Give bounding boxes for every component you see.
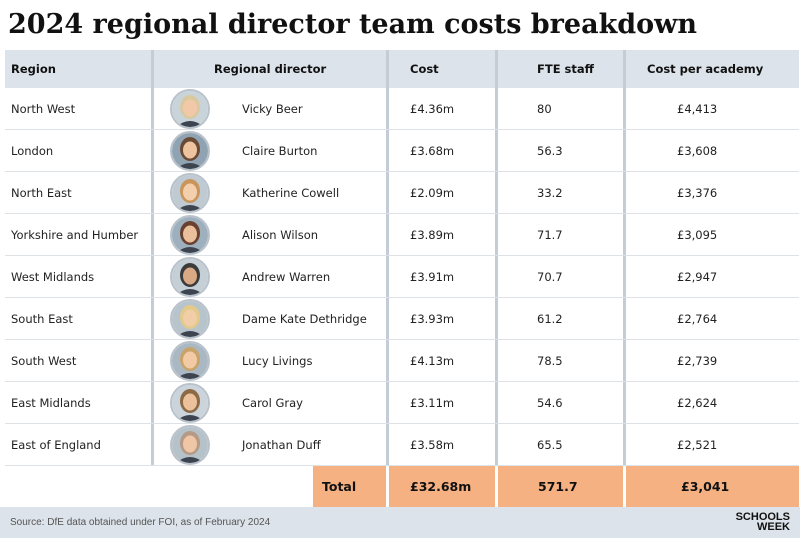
director-name-cell: Vicky Beer xyxy=(242,102,303,116)
fte-cell: 65.5 xyxy=(537,438,563,452)
cost-cell: £3.11m xyxy=(410,396,455,410)
header-cost-per-academy: Cost per academy xyxy=(647,62,764,76)
director-portrait-icon xyxy=(170,131,210,171)
region-cell: East Midlands xyxy=(11,396,91,410)
fte-cell: 70.7 xyxy=(537,270,563,284)
total-cost-per-academy: £3,041 xyxy=(681,479,730,494)
cost-cell: £2.09m xyxy=(410,186,455,200)
footer: Source: DfE data obtained under FOI, as … xyxy=(0,507,800,538)
fte-cell: 61.2 xyxy=(537,312,563,326)
cost-cell: £3.91m xyxy=(410,270,455,284)
cost-cell: £3.93m xyxy=(410,312,455,326)
table-row: London Claire Burton £3.68m 56.3 £3,608 xyxy=(5,130,799,172)
cost-per-academy-cell: £3,095 xyxy=(677,228,718,242)
table-row: South West Lucy Livings £4.13m 78.5 £2,739 xyxy=(5,340,799,382)
region-cell: London xyxy=(11,144,54,158)
director-portrait-icon xyxy=(170,257,210,297)
director-name-cell: Dame Kate Dethridge xyxy=(242,312,367,326)
director-portrait-icon xyxy=(170,383,210,423)
logo-line-1: SCHOOLS xyxy=(735,511,790,523)
table-header-row: Region Regional director Cost FTE staff … xyxy=(5,50,799,88)
cost-cell: £3.89m xyxy=(410,228,455,242)
director-name-cell: Katherine Cowell xyxy=(242,186,340,200)
logo-line-2: WEEK xyxy=(757,521,790,533)
director-portrait-icon xyxy=(170,215,210,255)
cost-cell: £3.58m xyxy=(410,438,455,452)
source-note: Source: DfE data obtained under FOI, as … xyxy=(10,517,271,528)
director-portrait-icon xyxy=(170,341,210,381)
cost-cell: £4.36m xyxy=(410,102,455,116)
cost-per-academy-cell: £2,624 xyxy=(677,396,718,410)
table-row: Yorkshire and Humber Alison Wilson £3.89m 7… xyxy=(5,214,799,256)
director-portrait-icon xyxy=(170,89,210,129)
region-cell: North East xyxy=(11,186,72,200)
region-cell: South West xyxy=(11,354,77,368)
cost-per-academy-cell: £2,764 xyxy=(677,312,718,326)
column-divider xyxy=(151,50,154,466)
director-name-cell: Carol Gray xyxy=(242,396,303,410)
cost-per-academy-cell: £3,608 xyxy=(677,144,718,158)
cost-per-academy-cell: £2,947 xyxy=(677,270,718,284)
header-cost: Cost xyxy=(410,62,439,76)
column-divider xyxy=(623,466,626,507)
fte-cell: 78.5 xyxy=(537,354,563,368)
cost-per-academy-cell: £4,413 xyxy=(677,102,718,116)
header-director: Regional director xyxy=(214,62,327,76)
column-divider xyxy=(495,466,498,507)
table-row: North East Katherine Cowell £2.09m 33.2 £3,3… xyxy=(5,172,799,214)
cost-cell: £3.68m xyxy=(410,144,455,158)
region-cell: North West xyxy=(11,102,76,116)
table-row: West Midlands Andrew Warren £3.91m 70.7 £2,9… xyxy=(5,256,799,298)
cost-per-academy-cell: £3,376 xyxy=(677,186,718,200)
header-fte: FTE staff xyxy=(537,62,594,76)
total-row-highlight xyxy=(313,466,799,507)
table-row: South East Dame Kate Dethridge £3.93m 61.2 £… xyxy=(5,298,799,340)
header-region: Region xyxy=(11,62,56,76)
total-cost: £32.68m xyxy=(410,479,472,494)
page-title: 2024 regional director team costs breakd… xyxy=(8,9,698,40)
cost-cell: £4.13m xyxy=(410,354,455,368)
table-row: North West Vicky Beer £4.36m 80 £4,413 xyxy=(5,88,799,130)
director-name-cell: Andrew Warren xyxy=(242,270,331,284)
column-divider xyxy=(386,466,389,507)
director-name-cell: Lucy Livings xyxy=(242,354,313,368)
column-divider xyxy=(623,50,626,466)
cost-per-academy-cell: £2,521 xyxy=(677,438,718,452)
fte-cell: 33.2 xyxy=(537,186,563,200)
table-row: East Midlands Carol Gray £3.11m 54.6 £2,624 xyxy=(5,382,799,424)
region-cell: South East xyxy=(11,312,73,326)
region-cell: East of England xyxy=(11,438,101,452)
director-portrait-icon xyxy=(170,299,210,339)
total-row: Total £32.68m 571.7 £3,041 xyxy=(5,466,799,507)
director-portrait-icon xyxy=(170,425,210,465)
costs-table: Region Regional director Cost FTE staff … xyxy=(5,50,799,507)
fte-cell: 80 xyxy=(537,102,552,116)
column-divider xyxy=(495,50,498,466)
column-divider xyxy=(386,50,389,466)
director-name-cell: Claire Burton xyxy=(242,144,318,158)
fte-cell: 71.7 xyxy=(537,228,563,242)
director-name-cell: Jonathan Duff xyxy=(242,438,321,452)
total-label: Total xyxy=(322,479,357,494)
fte-cell: 54.6 xyxy=(537,396,563,410)
fte-cell: 56.3 xyxy=(537,144,563,158)
schools-week-logo: SCHOOLS WEEK xyxy=(728,512,790,534)
region-cell: West Midlands xyxy=(11,270,95,284)
cost-per-academy-cell: £2,739 xyxy=(677,354,718,368)
region-cell: Yorkshire and Humber xyxy=(11,228,139,242)
director-name-cell: Alison Wilson xyxy=(242,228,319,242)
total-fte: 571.7 xyxy=(538,479,578,494)
director-portrait-icon xyxy=(170,173,210,213)
table-row: East of England Jonathan Duff £3.58m 65.5 £2… xyxy=(5,424,799,466)
